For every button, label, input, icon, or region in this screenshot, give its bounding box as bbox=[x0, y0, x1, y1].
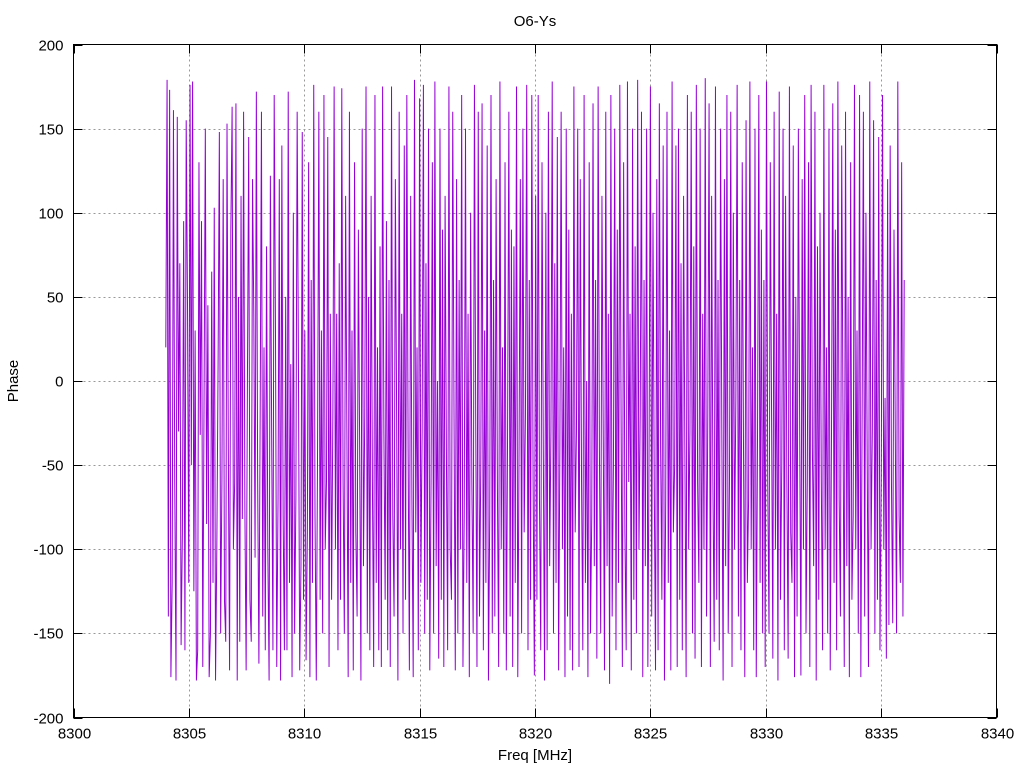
x-tick-label: 8325 bbox=[634, 726, 667, 743]
x-tick-label: 8315 bbox=[404, 726, 437, 743]
x-tick-label: 8300 bbox=[58, 726, 91, 743]
y-tick-label: -50 bbox=[42, 458, 64, 475]
y-tick-label: 100 bbox=[38, 206, 63, 223]
x-tick-label: 8340 bbox=[981, 726, 1014, 743]
plot-frame bbox=[73, 44, 997, 718]
y-tick-labels: -200 -150 -100 -50 0 50 100 150 200 bbox=[33, 38, 63, 728]
x-tick-label: 8320 bbox=[519, 726, 552, 743]
y-tick-label: -100 bbox=[33, 542, 63, 559]
y-tick-label: 0 bbox=[55, 374, 63, 391]
y-tick-label: 200 bbox=[38, 38, 63, 55]
x-tick-labels: 8300 8305 8310 8315 8320 8325 8330 8335 8340 bbox=[58, 726, 1014, 743]
x-tick-label: 8330 bbox=[750, 726, 783, 743]
chart-title: O6-Ys bbox=[514, 13, 557, 30]
y-tick-label: 150 bbox=[38, 122, 63, 139]
series-layer bbox=[165, 78, 905, 684]
tick-marks bbox=[73, 44, 998, 719]
y-axis-label: Phase bbox=[5, 360, 22, 403]
x-tick-label: 8305 bbox=[173, 726, 206, 743]
x-axis-label: Freq [MHz] bbox=[498, 747, 572, 764]
x-tick-label: 8335 bbox=[865, 726, 898, 743]
y-tick-label: -200 bbox=[33, 711, 63, 728]
y-tick-label: -150 bbox=[33, 626, 63, 643]
phase-series-line bbox=[165, 78, 905, 684]
x-tick-label: 8310 bbox=[288, 726, 321, 743]
y-tick-label: 50 bbox=[47, 290, 64, 307]
